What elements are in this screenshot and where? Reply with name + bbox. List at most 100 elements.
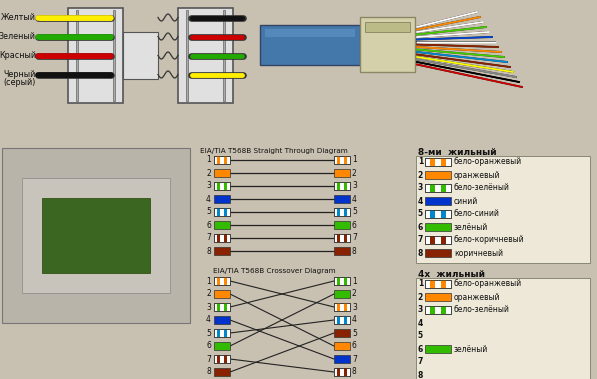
- Bar: [425, 171, 451, 179]
- Bar: [425, 345, 451, 353]
- Bar: [430, 210, 435, 218]
- Bar: [425, 210, 451, 218]
- Text: 7: 7: [352, 354, 357, 363]
- Bar: [334, 303, 350, 311]
- Bar: [344, 234, 347, 242]
- Bar: [334, 290, 350, 298]
- Bar: [214, 234, 230, 242]
- Bar: [2, 148, 190, 323]
- Bar: [214, 208, 230, 216]
- Text: 6: 6: [352, 341, 357, 351]
- Bar: [334, 368, 350, 376]
- Bar: [441, 184, 446, 192]
- Bar: [430, 280, 435, 288]
- Text: бело-коричневый: бело-коричневый: [454, 235, 525, 244]
- Bar: [425, 197, 451, 205]
- Bar: [214, 329, 230, 337]
- Bar: [224, 234, 227, 242]
- Bar: [337, 182, 340, 190]
- Text: 6: 6: [206, 341, 211, 351]
- Bar: [214, 277, 230, 285]
- Bar: [217, 303, 220, 311]
- Bar: [214, 221, 230, 229]
- Text: 5: 5: [206, 329, 211, 338]
- Bar: [425, 158, 451, 166]
- Text: 6: 6: [206, 221, 211, 230]
- Text: 5: 5: [206, 207, 211, 216]
- Bar: [214, 234, 230, 242]
- Bar: [214, 156, 230, 164]
- Bar: [178, 8, 233, 103]
- Bar: [334, 208, 350, 216]
- Bar: [260, 25, 360, 65]
- Bar: [217, 277, 220, 285]
- Text: 8: 8: [418, 249, 423, 257]
- Bar: [265, 29, 355, 37]
- Text: 8: 8: [206, 368, 211, 376]
- Bar: [344, 316, 347, 324]
- Bar: [334, 329, 350, 337]
- Text: 7: 7: [206, 233, 211, 243]
- Bar: [214, 156, 230, 164]
- Text: бело-зелёный: бело-зелёный: [454, 305, 510, 315]
- Text: 4: 4: [418, 196, 423, 205]
- Text: 7: 7: [206, 354, 211, 363]
- Bar: [425, 293, 451, 301]
- Text: 1: 1: [352, 277, 357, 285]
- Bar: [334, 342, 350, 350]
- Text: 6: 6: [418, 222, 423, 232]
- Bar: [337, 277, 340, 285]
- Bar: [334, 234, 350, 242]
- Bar: [76, 10, 78, 101]
- Text: 1: 1: [206, 277, 211, 285]
- Text: Черный: Черный: [4, 70, 36, 79]
- Text: 3: 3: [418, 183, 423, 193]
- Text: 8: 8: [206, 246, 211, 255]
- Bar: [334, 156, 350, 164]
- Bar: [214, 208, 230, 216]
- Bar: [224, 156, 227, 164]
- Bar: [344, 303, 347, 311]
- Text: коричневый: коричневый: [454, 249, 503, 257]
- Bar: [42, 198, 150, 273]
- Text: 4х  жильный: 4х жильный: [418, 270, 485, 279]
- Bar: [365, 22, 410, 32]
- Bar: [344, 277, 347, 285]
- Bar: [344, 208, 347, 216]
- Bar: [334, 303, 350, 311]
- Bar: [441, 306, 446, 314]
- Text: EIA/TIA T568B Crossover Diagram: EIA/TIA T568B Crossover Diagram: [213, 268, 336, 274]
- Bar: [425, 158, 451, 166]
- Bar: [425, 280, 451, 288]
- Bar: [344, 368, 347, 376]
- Bar: [224, 277, 227, 285]
- Bar: [217, 208, 220, 216]
- Bar: [123, 32, 158, 79]
- Bar: [334, 169, 350, 177]
- Text: 5: 5: [418, 332, 423, 340]
- Text: 2: 2: [418, 171, 423, 180]
- Text: синий: синий: [454, 196, 478, 205]
- Bar: [214, 342, 230, 350]
- Bar: [441, 236, 446, 244]
- Text: 2: 2: [352, 169, 357, 177]
- Bar: [224, 329, 227, 337]
- Text: 4: 4: [418, 318, 423, 327]
- Text: 8-ми  жильный: 8-ми жильный: [418, 148, 497, 157]
- Bar: [214, 355, 230, 363]
- Text: бело-оранжевый: бело-оранжевый: [454, 158, 522, 166]
- Text: 7: 7: [418, 235, 423, 244]
- Bar: [334, 208, 350, 216]
- Bar: [425, 249, 451, 257]
- Bar: [337, 316, 340, 324]
- Bar: [214, 355, 230, 363]
- Bar: [425, 306, 451, 314]
- Text: бело-оранжевый: бело-оранжевый: [454, 279, 522, 288]
- Bar: [214, 182, 230, 190]
- Text: 4: 4: [206, 315, 211, 324]
- Text: Зеленый: Зеленый: [0, 32, 36, 41]
- Bar: [214, 303, 230, 311]
- Bar: [224, 208, 227, 216]
- Bar: [425, 236, 451, 244]
- Bar: [337, 303, 340, 311]
